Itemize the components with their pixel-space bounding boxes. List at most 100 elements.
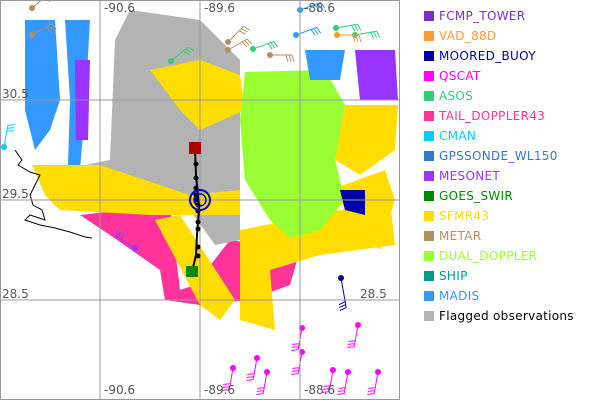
wind-barb [1, 124, 15, 150]
sfmr-band [335, 105, 398, 175]
legend-swatch [424, 31, 434, 41]
track-point [193, 161, 199, 167]
storm-center-ring [189, 189, 211, 211]
legend-label: CMAN [439, 129, 477, 143]
wind-barb [334, 32, 362, 42]
wind-barb [250, 41, 279, 52]
legend-swatch [424, 91, 434, 101]
track-point [195, 219, 201, 225]
legend-label: MADIS [439, 289, 480, 303]
legend-item[interactable]: ASOS [424, 86, 574, 106]
qscat-wind-barb [256, 369, 270, 395]
legend-label: SFMR43 [439, 209, 490, 223]
wind-barb [225, 38, 253, 53]
moored-buoy-barbs [340, 190, 365, 215]
lon-label-top: -88.6 [304, 1, 335, 15]
legend-swatch [424, 211, 434, 221]
legend-label: FCMP_TOWER [439, 9, 526, 23]
legend-item[interactable]: CMAN [424, 126, 574, 146]
grid [0, 0, 400, 400]
legend-swatch [424, 271, 434, 281]
legend: FCMP_TOWER VAD_88D MOORED_BUOY QSCAT ASOS TAI… [424, 6, 574, 326]
lon-label-bottom: -89.6 [204, 383, 235, 397]
legend-swatch [424, 191, 434, 201]
legend-label: VAD_88D [439, 29, 497, 43]
lon-label-bottom: -90.6 [104, 383, 135, 397]
legend-item[interactable]: VAD_88D [424, 26, 574, 46]
track-point [195, 253, 201, 259]
legend-label: MOORED_BUOY [439, 49, 536, 63]
sfmr-band [150, 60, 245, 130]
legend-label: Flagged observations [439, 309, 574, 323]
qscat-wind-barb [322, 367, 336, 393]
sfmr-band [32, 165, 240, 215]
track-point [195, 226, 201, 232]
wind-barb [297, 2, 326, 13]
legend-item[interactable]: QSCAT [424, 66, 574, 86]
legend-item[interactable]: SHIP [424, 266, 574, 286]
legend-label: GPSSONDE_WL150 [439, 149, 558, 163]
legend-item[interactable]: TAIL_DOPPLER43 [424, 106, 574, 126]
dual-doppler-area [240, 70, 345, 238]
lon-label-bottom: -88.6 [304, 383, 335, 397]
legend-label: ASOS [439, 89, 474, 103]
wind-barb [168, 46, 194, 64]
wind-observation-map[interactable]: -90.6 -89.6 -88.6 -90.6 -89.6 -88.6 30.5… [0, 0, 400, 400]
qscat-wind-barb [222, 365, 236, 391]
legend-label: TAIL_DOPPLER43 [439, 109, 546, 123]
legend-label: DUAL_DOPPLER [439, 249, 538, 263]
legend-label: GOES_SWIR [439, 189, 514, 203]
legend-swatch [424, 71, 434, 81]
wind-barb [115, 230, 138, 251]
legend-label: SHIP [439, 269, 468, 283]
legend-item[interactable]: MOORED_BUOY [424, 46, 574, 66]
legend-item[interactable]: GPSSONDE_WL150 [424, 146, 574, 166]
qscat-wind-barb [347, 322, 361, 348]
wind-barb [333, 23, 362, 32]
storm-track [186, 142, 211, 277]
legend-swatch [424, 151, 434, 161]
wind-barb [225, 26, 250, 45]
legend-item[interactable]: DUAL_DOPPLER [424, 246, 574, 266]
track-end-marker [189, 142, 201, 154]
lat-label-right: 28.5 [360, 287, 387, 301]
legend-swatch [424, 11, 434, 21]
legend-item[interactable]: METAR [424, 226, 574, 246]
sfmr-band [240, 200, 395, 330]
wind-barb [267, 52, 295, 62]
track-point [193, 185, 199, 191]
qscat-wind-barb [246, 355, 260, 381]
madis-barbs [25, 20, 60, 150]
coastline [14, 149, 93, 239]
legend-label: METAR [439, 229, 482, 243]
legend-swatch [424, 51, 434, 61]
lat-label-left: 28.5 [2, 287, 29, 301]
legend-label: QSCAT [439, 69, 481, 83]
legend-item[interactable]: FCMP_TOWER [424, 6, 574, 26]
storm-center-ring [193, 193, 207, 207]
legend-swatch [424, 131, 434, 141]
moored-buoy-barb [338, 275, 347, 312]
legend-swatch [424, 251, 434, 261]
lat-label-left: 29.5 [2, 187, 29, 201]
legend-item[interactable]: MADIS [424, 286, 574, 306]
legend-item[interactable]: GOES_SWIR [424, 186, 574, 206]
legend-swatch [424, 311, 434, 321]
track-point [193, 175, 199, 181]
qscat-wind-barb [367, 369, 381, 395]
legend-swatch [424, 291, 434, 301]
mesonet-barbs [355, 50, 398, 100]
legend-label: MESONET [439, 169, 500, 183]
legend-item[interactable]: MESONET [424, 166, 574, 186]
track-start-marker [186, 266, 198, 277]
lon-label-top: -90.6 [104, 1, 135, 15]
lat-label-left: 30.5 [2, 87, 29, 101]
wind-barb [29, 23, 57, 38]
lon-label-top: -89.6 [204, 1, 235, 15]
legend-item[interactable]: Flagged observations [424, 306, 574, 326]
legend-swatch [424, 111, 434, 121]
track-point [195, 244, 201, 250]
legend-item[interactable]: SFMR43 [424, 206, 574, 226]
legend-swatch [424, 231, 434, 241]
madis-barbs [305, 50, 345, 80]
